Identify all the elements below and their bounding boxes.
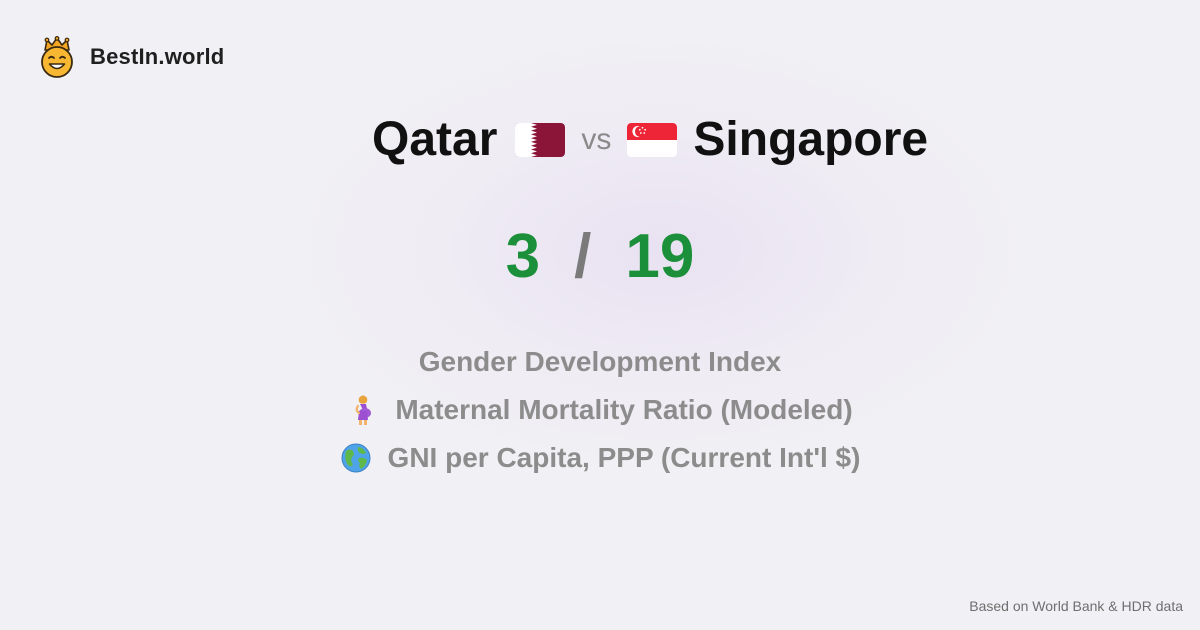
metric-item[interactable]: GNI per Capita, PPP (Current Int'l $): [0, 434, 1200, 482]
vs-label: vs: [581, 123, 612, 156]
right-country-name: Singapore: [693, 113, 929, 166]
brand[interactable]: BestIn.world: [38, 36, 224, 78]
metric-label: Gender Development Index: [418, 346, 782, 377]
metric-item[interactable]: Maternal Mortality Ratio (Modeled): [0, 386, 1200, 434]
comparison-title: Qatar vs Singapore: [372, 108, 928, 172]
metric-label: GNI per Capita, PPP (Current Int'l $): [387, 442, 861, 473]
pregnant-woman-icon: [355, 395, 372, 425]
source-note: Based on World Bank & HDR data: [969, 598, 1183, 614]
crowned-smiley-icon: [41, 36, 73, 78]
score-separator: /: [574, 222, 592, 291]
right-score: 19: [625, 222, 695, 291]
singapore-flag-icon: [627, 123, 678, 157]
qatar-flag-icon: [515, 123, 566, 157]
left-score: 3: [505, 222, 541, 291]
metric-label: Maternal Mortality Ratio (Modeled): [395, 394, 853, 425]
score-display: 3 / 19: [0, 222, 1200, 292]
globe-icon: [341, 443, 371, 473]
brand-name: BestIn.world: [90, 44, 225, 69]
metric-item[interactable]: Gender Development Index: [0, 338, 1200, 386]
left-country-name: Qatar: [372, 113, 498, 166]
metrics-list: Gender Development Index Maternal Mortal…: [0, 338, 1200, 482]
